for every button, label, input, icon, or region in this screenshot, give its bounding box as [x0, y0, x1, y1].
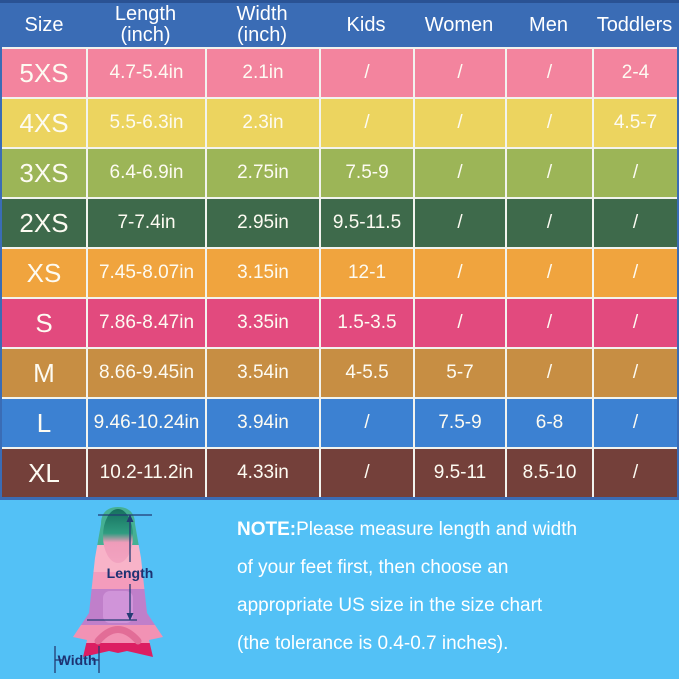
cell-xs-toddlers: / — [592, 247, 677, 297]
cell-m-toddlers: / — [592, 347, 677, 397]
cell-4xs-width: 2.3in — [205, 97, 319, 147]
cell-xl-size: XL — [2, 447, 86, 497]
cell-5xs-size: 5XS — [2, 47, 86, 97]
cell-xs-women: / — [413, 247, 505, 297]
cell-s-width: 3.35in — [205, 297, 319, 347]
cell-s-kids: 1.5-3.5 — [319, 297, 413, 347]
cell-l-women: 7.5-9 — [413, 397, 505, 447]
cell-2xs-kids: 9.5-11.5 — [319, 197, 413, 247]
cell-3xs-toddlers: / — [592, 147, 677, 197]
cell-5xs-women: / — [413, 47, 505, 97]
fin-heel-strap — [94, 626, 142, 645]
cell-3xs-men: / — [505, 147, 592, 197]
note-line: appropriate US size in the size chart — [237, 595, 543, 616]
cell-3xs-size: 3XS — [2, 147, 86, 197]
cell-l-length: 9.46-10.24in — [86, 397, 205, 447]
column-header-width: Width (inch) — [236, 3, 288, 46]
column-header-kids: Kids — [346, 13, 386, 36]
fin-measurement-diagram: Length Width — [54, 507, 163, 673]
cell-5xs-kids: / — [319, 47, 413, 97]
cell-2xs-width: 2.95in — [205, 197, 319, 247]
column-header-women: Women — [424, 13, 494, 36]
note-line: of your feet first, then choose an — [237, 557, 509, 578]
column-header-length: Length (inch) — [114, 3, 177, 46]
note-line: (the tolerance is 0.4-0.7 inches). — [237, 633, 509, 654]
cell-4xs-toddlers: 4.5-7 — [592, 97, 677, 147]
cell-2xs-length: 7-7.4in — [86, 197, 205, 247]
cell-5xs-width: 2.1in — [205, 47, 319, 97]
cell-m-size: M — [2, 347, 86, 397]
size-chart-table: Size Length (inch) Width (inch) Kids Women Men T… — [0, 0, 679, 500]
width-dimension-line: Width — [54, 646, 100, 673]
cell-xl-men: 8.5-10 — [505, 447, 592, 497]
note-prefix: NOTE: — [237, 519, 297, 540]
cell-l-men: 6-8 — [505, 397, 592, 447]
cell-l-width: 3.94in — [205, 397, 319, 447]
cell-l-size: L — [2, 397, 86, 447]
cell-xl-length: 10.2-11.2in — [86, 447, 205, 497]
note-text: NOTE:Please measure length and width of … — [237, 511, 677, 663]
cell-m-men: / — [505, 347, 592, 397]
note-line: NOTE:Please measure length and width — [237, 519, 578, 540]
cell-m-length: 8.66-9.45in — [86, 347, 205, 397]
cell-2xs-size: 2XS — [2, 197, 86, 247]
length-dimension-line: Length — [87, 514, 154, 621]
cell-xs-size: XS — [2, 247, 86, 297]
cell-xl-kids: / — [319, 447, 413, 497]
cell-xs-men: / — [505, 247, 592, 297]
cell-4xs-women: / — [413, 97, 505, 147]
cell-3xs-length: 6.4-6.9in — [86, 147, 205, 197]
cell-xl-width: 4.33in — [205, 447, 319, 497]
cell-m-kids: 4-5.5 — [319, 347, 413, 397]
cell-4xs-size: 4XS — [2, 97, 86, 147]
cell-s-length: 7.86-8.47in — [86, 297, 205, 347]
cell-5xs-toddlers: 2-4 — [592, 47, 677, 97]
cell-xl-women: 9.5-11 — [413, 447, 505, 497]
cell-5xs-men: / — [505, 47, 592, 97]
cell-xl-toddlers: / — [592, 447, 677, 497]
cell-m-women: 5-7 — [413, 347, 505, 397]
cell-s-size: S — [2, 297, 86, 347]
cell-3xs-width: 2.75in — [205, 147, 319, 197]
column-header-size: Size — [24, 13, 64, 36]
cell-l-kids: / — [319, 397, 413, 447]
cell-2xs-men: / — [505, 197, 592, 247]
cell-s-toddlers: / — [592, 297, 677, 347]
width-label: Width — [58, 652, 97, 668]
column-header-men: Men — [529, 13, 568, 36]
length-label: Length — [107, 565, 154, 581]
cell-xs-width: 3.15in — [205, 247, 319, 297]
cell-xs-kids: 12-1 — [319, 247, 413, 297]
cell-3xs-women: / — [413, 147, 505, 197]
cell-2xs-women: / — [413, 197, 505, 247]
cell-s-men: / — [505, 297, 592, 347]
cell-2xs-toddlers: / — [592, 197, 677, 247]
cell-l-toddlers: / — [592, 397, 677, 447]
cell-4xs-kids: / — [319, 97, 413, 147]
cell-3xs-kids: 7.5-9 — [319, 147, 413, 197]
cell-xs-length: 7.45-8.07in — [86, 247, 205, 297]
column-header-toddlers: Toddlers — [596, 13, 673, 36]
fin-foot-opening — [103, 509, 133, 563]
cell-4xs-length: 5.5-6.3in — [86, 97, 205, 147]
cell-s-women: / — [413, 297, 505, 347]
cell-5xs-length: 4.7-5.4in — [86, 47, 205, 97]
swim-fin-illustration — [73, 507, 163, 657]
cell-m-width: 3.54in — [205, 347, 319, 397]
cell-4xs-men: / — [505, 97, 592, 147]
